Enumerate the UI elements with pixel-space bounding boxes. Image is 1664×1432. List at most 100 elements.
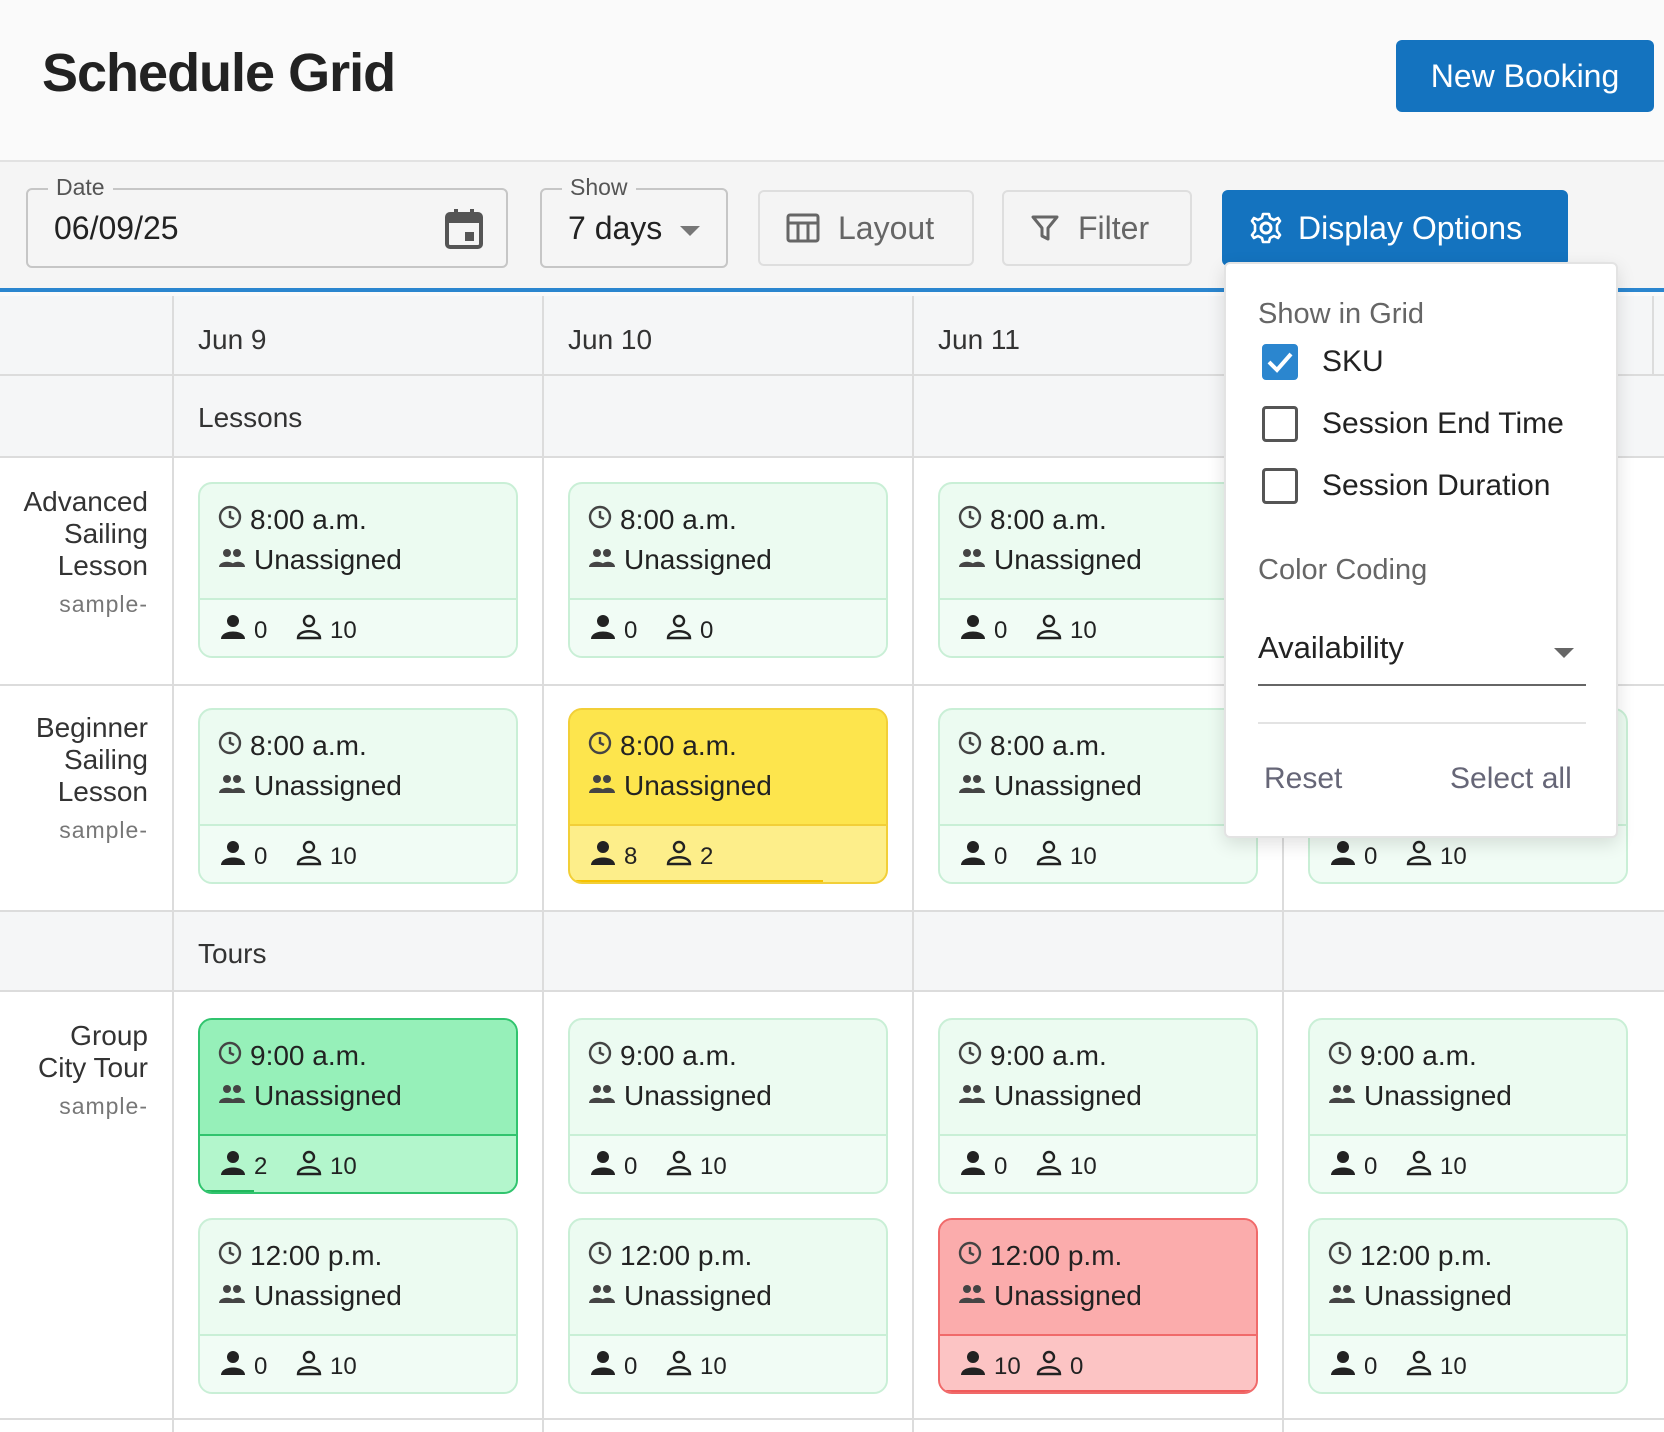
new-booking-button[interactable]: New Booking — [1396, 40, 1654, 112]
person-outline-icon — [1406, 1350, 1432, 1383]
day-header: Jun 9 — [198, 324, 267, 355]
session-card[interactable]: 12:00 p.m. Unassigned 0 10 — [1308, 1218, 1628, 1394]
session-card-counts: 2 10 — [200, 1134, 516, 1192]
page-title: Schedule Grid — [42, 43, 396, 103]
row-label-group-city-tour[interactable]: Group City Tour sample- — [0, 1020, 148, 1122]
group-icon — [588, 544, 616, 576]
group-icon — [588, 1280, 616, 1312]
clock-icon — [588, 730, 612, 762]
section-row-tours: Tours — [0, 910, 1664, 992]
session-time: 8:00 a.m. — [958, 730, 1107, 762]
section-label: Tours — [198, 938, 267, 969]
session-card[interactable]: 9:00 a.m. Unassigned 0 10 — [568, 1018, 888, 1194]
row-label-advanced-sailing[interactable]: Advanced Sailing Lesson sample- — [0, 486, 148, 620]
person-outline-icon — [1036, 614, 1062, 647]
booked-count: 0 — [1330, 840, 1377, 873]
session-card-header: 8:00 a.m. Unassigned — [940, 484, 1256, 598]
checkbox-checked-icon[interactable] — [1262, 344, 1298, 380]
booked-count-value: 0 — [254, 1352, 268, 1380]
session-time-text: 12:00 p.m. — [250, 1240, 383, 1271]
layout-button[interactable]: Layout — [758, 190, 974, 266]
booked-count: 10 — [960, 1350, 1021, 1383]
session-card-header: 9:00 a.m. Unassigned — [1310, 1020, 1626, 1134]
session-guide-text: Unassigned — [254, 770, 402, 801]
available-count: 10 — [1406, 1150, 1467, 1183]
person-filled-icon — [220, 1350, 246, 1383]
session-card[interactable]: 9:00 a.m. Unassigned 0 10 — [938, 1018, 1258, 1194]
group-icon — [958, 1280, 986, 1312]
session-guide: Unassigned — [218, 1080, 402, 1112]
display-options-popover: Show in Grid SKU Session End Time Sessio… — [1224, 262, 1618, 838]
session-time: 12:00 p.m. — [218, 1240, 382, 1272]
clock-icon — [218, 504, 242, 536]
session-time-text: 8:00 a.m. — [250, 504, 367, 535]
available-count-value: 10 — [1070, 842, 1097, 870]
filter-button[interactable]: Filter — [1002, 190, 1192, 266]
session-time-text: 9:00 a.m. — [620, 1040, 737, 1071]
booked-count-value: 0 — [254, 842, 268, 870]
color-coding-value: Availability — [1258, 630, 1404, 665]
reset-button[interactable]: Reset — [1264, 762, 1343, 795]
show-in-grid-heading: Show in Grid — [1258, 298, 1425, 330]
session-card[interactable]: 8:00 a.m. Unassigned 0 10 — [938, 482, 1258, 658]
person-filled-icon — [590, 614, 616, 647]
session-card[interactable]: 8:00 a.m. Unassigned 8 2 — [568, 708, 888, 884]
session-guide-text: Unassigned — [624, 544, 772, 575]
session-time-text: 9:00 a.m. — [250, 1040, 367, 1071]
calendar-icon[interactable] — [444, 208, 484, 250]
person-filled-icon — [960, 1350, 986, 1383]
session-card-counts: 0 10 — [940, 598, 1256, 656]
session-guide: Unassigned — [218, 770, 402, 802]
session-card[interactable]: 8:00 a.m. Unassigned 0 10 — [198, 708, 518, 884]
session-guide-text: Unassigned — [624, 770, 772, 801]
available-count: 10 — [1036, 1150, 1097, 1183]
booked-count: 0 — [590, 614, 637, 647]
select-all-button[interactable]: Select all — [1450, 762, 1572, 795]
available-count-value: 10 — [1440, 842, 1467, 870]
option-session-duration[interactable]: Session Duration — [1262, 468, 1550, 504]
booked-count: 0 — [960, 1150, 1007, 1183]
person-filled-icon — [960, 614, 986, 647]
display-options-button[interactable]: Display Options — [1222, 190, 1568, 266]
show-select-value: 7 days — [568, 210, 663, 246]
option-sku[interactable]: SKU — [1262, 344, 1384, 380]
date-field[interactable]: Date 06/09/25 — [26, 174, 508, 268]
layout-button-label: Layout — [838, 209, 935, 246]
filter-icon — [1031, 215, 1059, 241]
booked-count: 0 — [590, 1350, 637, 1383]
session-time: 8:00 a.m. — [588, 730, 737, 762]
group-icon — [218, 770, 246, 802]
session-time: 8:00 a.m. — [218, 730, 367, 762]
checkbox-unchecked-icon[interactable] — [1262, 406, 1298, 442]
group-icon — [218, 544, 246, 576]
option-label: Session Duration — [1322, 469, 1551, 502]
session-guide: Unassigned — [218, 544, 402, 576]
session-card[interactable]: 8:00 a.m. Unassigned 0 10 — [938, 708, 1258, 884]
checkbox-unchecked-icon[interactable] — [1262, 468, 1298, 504]
session-card[interactable]: 9:00 a.m. Unassigned 0 10 — [1308, 1018, 1628, 1194]
session-card[interactable]: 8:00 a.m. Unassigned 0 0 — [568, 482, 888, 658]
session-card-counts: 0 10 — [200, 1334, 516, 1392]
session-guide: Unassigned — [588, 1080, 772, 1112]
filter-button-label: Filter — [1078, 209, 1150, 246]
session-card[interactable]: 12:00 p.m. Unassigned 0 10 — [568, 1218, 888, 1394]
booked-count-value: 0 — [1364, 1352, 1378, 1380]
person-outline-icon — [666, 840, 692, 873]
booked-count-value: 10 — [994, 1352, 1021, 1380]
session-guide-text: Unassigned — [1364, 1080, 1512, 1111]
session-card[interactable]: 12:00 p.m. Unassigned 0 10 — [198, 1218, 518, 1394]
session-card[interactable]: 12:00 p.m. Unassigned 10 0 — [938, 1218, 1258, 1394]
session-card[interactable]: 9:00 a.m. Unassigned 2 10 — [198, 1018, 518, 1194]
row-label-line: City Tour — [38, 1052, 148, 1083]
row-sku: sample- — [59, 1093, 148, 1119]
booked-count: 8 — [590, 840, 637, 873]
row-divider — [0, 1418, 1664, 1420]
color-coding-select[interactable]: Availability — [1258, 630, 1586, 686]
row-label-beginner-sailing[interactable]: Beginner Sailing Lesson sample- — [0, 712, 148, 846]
option-session-end-time[interactable]: Session End Time — [1262, 406, 1564, 442]
session-card[interactable]: 8:00 a.m. Unassigned 0 10 — [198, 482, 518, 658]
person-filled-icon — [1330, 840, 1356, 873]
display-options-label: Display Options — [1298, 209, 1523, 246]
show-days-select[interactable]: Show 7 days — [540, 174, 728, 268]
session-card-header: 9:00 a.m. Unassigned — [570, 1020, 886, 1134]
